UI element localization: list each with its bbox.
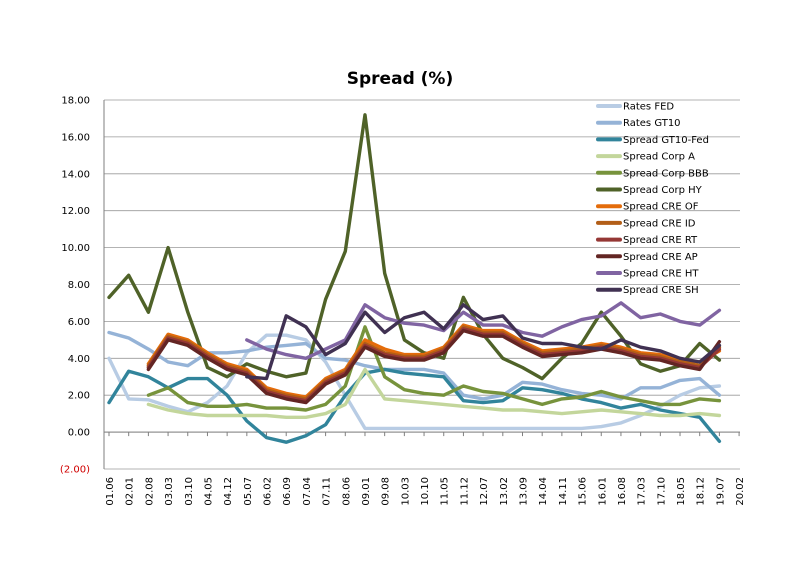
- x-tick-label: 16.08: [617, 477, 628, 506]
- y-tick-label: 16.00: [61, 132, 90, 143]
- series-line-spread-cre-id: [146, 325, 722, 401]
- series-line-rates-fed: [107, 333, 722, 431]
- legend-label: Spread CRE HT: [623, 269, 699, 280]
- axes: [103, 100, 740, 469]
- x-tick-label: 14.11: [558, 477, 569, 506]
- x-tick-label: 09.08: [381, 477, 392, 506]
- x-tick-label: 12.07: [479, 477, 490, 506]
- x-tick-label: 13.09: [518, 477, 529, 506]
- x-tick-label: 19.07: [715, 477, 726, 506]
- y-tick-label: 2.00: [68, 391, 90, 402]
- legend-label: Spread CRE ID: [623, 218, 696, 229]
- y-tick-label: 18.00: [61, 96, 90, 107]
- y-axis-ticks: 18.00 16.00 14.00 12.00 10.00 8.00 6.00 4.00 2.0…: [60, 96, 90, 476]
- series-line-spread-corp-hy: [107, 113, 722, 381]
- y-tick-label: (2.00): [60, 465, 90, 476]
- x-tick-label: 20.02: [735, 477, 746, 506]
- x-tick-label: 02.01: [125, 477, 136, 506]
- x-tick-label: 09.01: [361, 477, 372, 506]
- series-line-spread-cre-rt: [146, 327, 722, 403]
- series-line-spread-corp-a: [146, 367, 722, 419]
- series-lines: [107, 113, 722, 444]
- x-tick-label: 15.06: [578, 477, 589, 506]
- x-tick-label: 06.09: [282, 477, 293, 506]
- x-tick-label: 03.03: [164, 477, 175, 506]
- x-tick-label: 08.06: [341, 477, 352, 506]
- legend-label: Rates GT10: [623, 118, 681, 129]
- series-line-spread-cre-ht: [245, 301, 722, 360]
- x-tick-label: 11.12: [459, 477, 470, 506]
- x-tick-label: 14.04: [538, 477, 549, 506]
- legend-label: Spread CRE OF: [623, 202, 699, 213]
- legend: Rates FED Rates GT10 Spread GT10-Fed Spread…: [596, 102, 709, 296]
- x-tick-label: 11.05: [440, 477, 451, 506]
- legend-label: Spread Corp A: [623, 152, 695, 163]
- chart-title: Spread (%): [347, 69, 453, 89]
- y-tick-label: 12.00: [61, 206, 90, 217]
- x-tick-label: 03.10: [184, 477, 195, 506]
- legend-label: Spread GT10-Fed: [623, 135, 709, 146]
- y-tick-label: 10.00: [61, 243, 90, 254]
- x-tick-label: 13.02: [499, 477, 510, 506]
- x-tick-label: 17.10: [656, 477, 667, 506]
- x-tick-label: 06.02: [263, 477, 274, 506]
- series-line-spread-cre-of: [146, 323, 722, 399]
- x-tick-label: 18.12: [696, 477, 707, 506]
- x-tick-label: 10.03: [400, 477, 411, 506]
- legend-label: Spread Corp BBB: [623, 168, 709, 179]
- x-tick-label: 04.05: [203, 477, 214, 506]
- x-tick-label: 18.05: [676, 477, 687, 506]
- series-line-spread-corp-bbb: [146, 325, 722, 412]
- y-tick-label: 14.00: [61, 169, 90, 180]
- x-tick-label: 17.03: [637, 477, 648, 506]
- legend-label: Spread CRE RT: [623, 235, 698, 246]
- y-tick-label: 4.00: [68, 354, 90, 365]
- x-tick-label: 16.01: [597, 477, 608, 506]
- y-tick-label: 0.00: [68, 428, 90, 439]
- legend-label: Spread CRE SH: [623, 285, 699, 296]
- x-tick-label: 05.07: [243, 477, 254, 506]
- y-tick-label: 8.00: [68, 280, 90, 291]
- x-axis-ticks: 01.06 02.01 02.08 03.03 03.10 04.05 04.12 05.07…: [105, 432, 746, 506]
- x-tick-label: 02.08: [144, 477, 155, 506]
- legend-label: Rates FED: [623, 102, 674, 113]
- series-line-spread-cre-sh: [245, 303, 722, 381]
- series-line-spread-cre-ap: [146, 328, 722, 405]
- legend-label: Spread CRE AP: [623, 252, 698, 263]
- x-tick-label: 01.06: [105, 477, 116, 506]
- legend-label: Spread Corp HY: [623, 185, 703, 196]
- y-tick-label: 6.00: [68, 317, 90, 328]
- x-tick-label: 10.10: [420, 477, 431, 506]
- x-tick-label: 07.04: [302, 477, 313, 506]
- x-tick-label: 04.12: [223, 477, 234, 506]
- x-tick-label: 07.11: [322, 477, 333, 506]
- series-line-spread-gt10-fed: [107, 367, 722, 444]
